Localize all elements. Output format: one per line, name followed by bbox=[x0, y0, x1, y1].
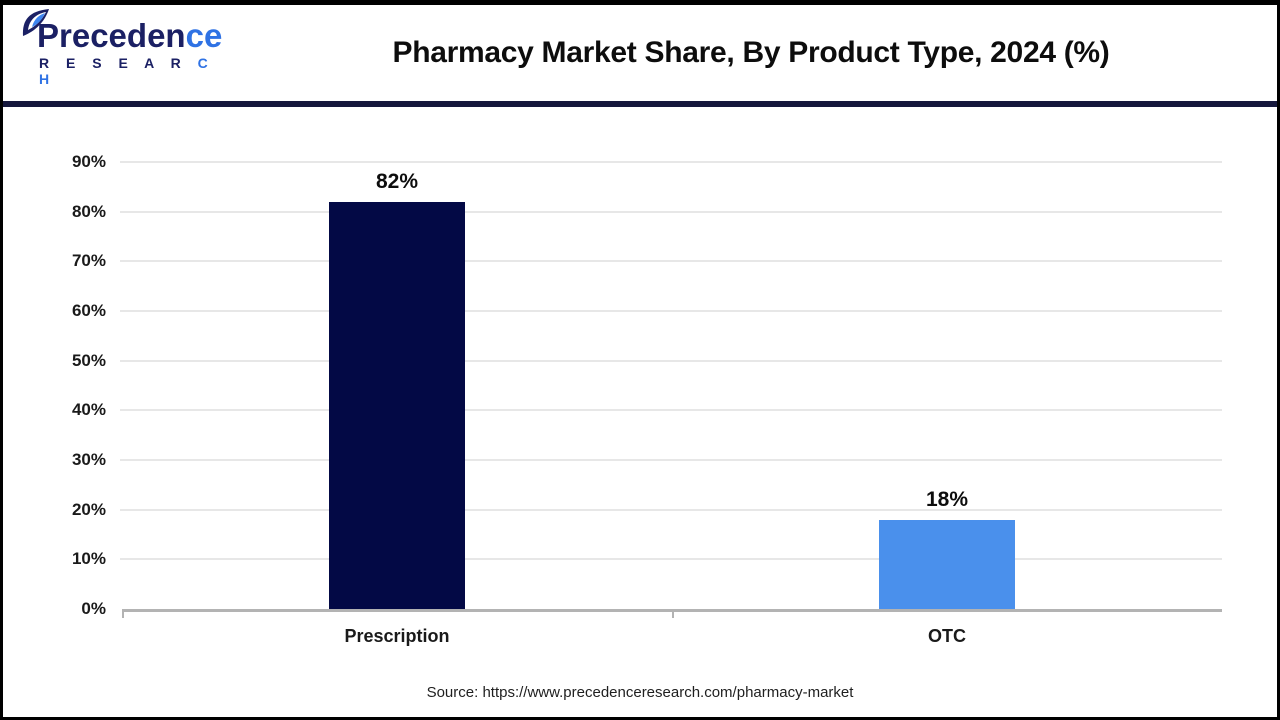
x-axis-tick bbox=[672, 609, 674, 618]
x-category-label: Prescription bbox=[344, 626, 450, 646]
brand-logo: Precedence R E S E A R C H bbox=[22, 9, 225, 87]
y-tick-label: 0% bbox=[81, 599, 106, 618]
y-tick-label: 30% bbox=[71, 450, 106, 469]
brand-subtitle: R E S E A R C H bbox=[25, 55, 225, 87]
y-tick-label: 10% bbox=[71, 549, 106, 569]
page-title: Pharmacy Market Share, By Product Type, … bbox=[392, 36, 1110, 69]
y-tick-label: 90% bbox=[71, 152, 106, 171]
bar-value-label: 82% bbox=[375, 169, 419, 193]
y-tick-label: 20% bbox=[71, 499, 106, 519]
y-tick-label: 60% bbox=[71, 301, 106, 320]
leaf-icon bbox=[22, 9, 49, 37]
grid-line bbox=[120, 508, 1222, 511]
y-tick-label: 70% bbox=[71, 251, 106, 271]
bar-otc bbox=[879, 519, 1015, 609]
bar-prescription bbox=[329, 201, 465, 609]
grid-line bbox=[120, 310, 1222, 312]
x-axis-tick bbox=[122, 609, 124, 618]
header: Precedence R E S E A R C H Pharmacy Mark… bbox=[3, 5, 1277, 107]
brand-subtitle-navy: R E S E A R bbox=[39, 54, 188, 71]
x-category-label: OTC bbox=[928, 626, 966, 646]
y-tick-label: 50% bbox=[71, 350, 106, 370]
grid-line bbox=[120, 359, 1222, 362]
grid-line bbox=[120, 459, 1222, 461]
y-tick-label: 80% bbox=[71, 201, 106, 221]
grid-line bbox=[120, 161, 1222, 163]
bar-value-label: 18% bbox=[925, 487, 969, 511]
grid-line bbox=[120, 210, 1222, 213]
y-tick-label: 40% bbox=[71, 400, 106, 420]
grid-line bbox=[120, 260, 1222, 263]
brand-name: Precedence bbox=[25, 17, 225, 55]
grid-line bbox=[120, 558, 1222, 561]
bar-chart: 0% 10% 20% 30% 40% 50% 60% 70% 80% 90% 82% Prescrip… bbox=[3, 107, 1277, 717]
source-text: Source: https://www.precedenceresearch.c… bbox=[426, 684, 854, 701]
brand-name-navy: Preceden bbox=[37, 17, 186, 55]
brand-name-blue: ce bbox=[185, 17, 223, 55]
grid-line bbox=[120, 409, 1222, 412]
brand-subtitle-blue: C H bbox=[39, 54, 215, 87]
